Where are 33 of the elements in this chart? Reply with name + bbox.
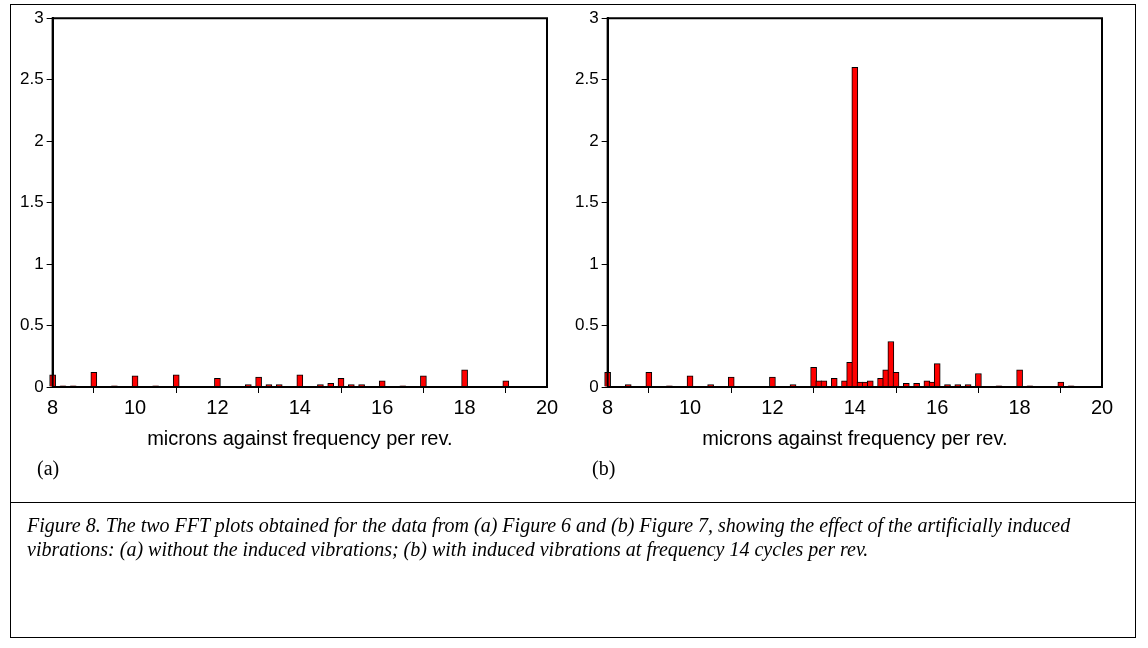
y-tick-label: 2: [589, 130, 599, 150]
x-tick-label: 8: [47, 395, 59, 418]
x-tick-label: 18: [1008, 395, 1031, 418]
y-tick-label: 0.5: [19, 315, 44, 335]
x-tick-label: 12: [206, 395, 229, 418]
x-tick-label: 20: [535, 395, 559, 418]
y-tick-label: 0.5: [574, 315, 599, 335]
y-tick-label: 1: [589, 253, 599, 273]
x-tick-label: 18: [453, 395, 476, 418]
y-tick-label: 2.5: [19, 69, 44, 89]
x-tick-label: 10: [678, 395, 702, 418]
x-axis-title: microns against frequency per rev.: [702, 426, 1008, 449]
text: (a): [37, 457, 61, 480]
y-tick-label: 0: [589, 376, 599, 396]
x-tick-label: 20: [1090, 395, 1114, 418]
caption: Figure 8. The two FFT plots obtained for the data from (a) Figure 6 and (b) Figure 7, showing the effect of the artificially induced vibrations: (a) without the induced vibrations; (b) with induced vibrations at frequency 14 cycles per rev.: [27, 513, 1072, 561]
x-tick-label: 14: [288, 395, 311, 418]
y-tick-label: 1: [34, 253, 44, 273]
y-tick-label: 2: [34, 130, 44, 150]
x-tick-label: 16: [926, 395, 949, 418]
y-tick-label: 3: [589, 7, 599, 27]
x-axis-title: microns against frequency per rev.: [147, 426, 453, 449]
x-tick-label: 16: [371, 395, 394, 418]
x-tick-label: 10: [123, 395, 147, 418]
x-tick-label: 12: [761, 395, 784, 418]
y-tick-label: 0: [34, 376, 44, 396]
y-tick-label: 2.5: [574, 69, 599, 89]
text: (b): [592, 457, 617, 480]
y-tick-label: 1.5: [19, 192, 44, 212]
x-tick-label: 8: [602, 395, 614, 418]
y-tick-label: 1.5: [574, 192, 599, 212]
x-tick-label: 14: [843, 395, 866, 418]
y-tick-label: 3: [34, 7, 44, 27]
